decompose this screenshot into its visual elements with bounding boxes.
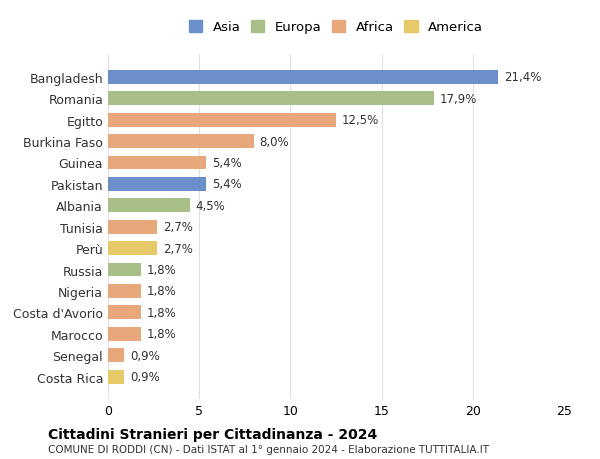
Bar <box>108 220 157 234</box>
Bar <box>108 199 190 213</box>
Bar <box>108 284 141 298</box>
Text: 8,0%: 8,0% <box>259 135 289 148</box>
Text: COMUNE DI RODDI (CN) - Dati ISTAT al 1° gennaio 2024 - Elaborazione TUTTITALIA.I: COMUNE DI RODDI (CN) - Dati ISTAT al 1° … <box>48 444 489 454</box>
Text: 0,9%: 0,9% <box>130 370 160 383</box>
Text: 2,7%: 2,7% <box>163 221 193 234</box>
Text: 2,7%: 2,7% <box>163 242 193 255</box>
Text: 1,8%: 1,8% <box>146 263 176 276</box>
Bar <box>108 306 141 319</box>
Bar <box>108 156 206 170</box>
Text: 21,4%: 21,4% <box>504 71 541 84</box>
Legend: Asia, Europa, Africa, America: Asia, Europa, Africa, America <box>185 17 487 38</box>
Text: 17,9%: 17,9% <box>440 93 478 106</box>
Text: 1,8%: 1,8% <box>146 285 176 298</box>
Bar <box>108 92 434 106</box>
Bar <box>108 327 141 341</box>
Bar <box>108 348 124 362</box>
Text: 5,4%: 5,4% <box>212 178 242 191</box>
Text: 12,5%: 12,5% <box>341 114 379 127</box>
Bar <box>108 263 141 277</box>
Text: 1,8%: 1,8% <box>146 306 176 319</box>
Bar <box>108 113 336 127</box>
Bar <box>108 71 499 84</box>
Text: 1,8%: 1,8% <box>146 328 176 341</box>
Bar <box>108 178 206 191</box>
Text: Cittadini Stranieri per Cittadinanza - 2024: Cittadini Stranieri per Cittadinanza - 2… <box>48 427 377 442</box>
Text: 0,9%: 0,9% <box>130 349 160 362</box>
Text: 4,5%: 4,5% <box>196 199 226 213</box>
Bar <box>108 135 254 149</box>
Bar <box>108 370 124 384</box>
Text: 5,4%: 5,4% <box>212 157 242 170</box>
Bar <box>108 241 157 256</box>
